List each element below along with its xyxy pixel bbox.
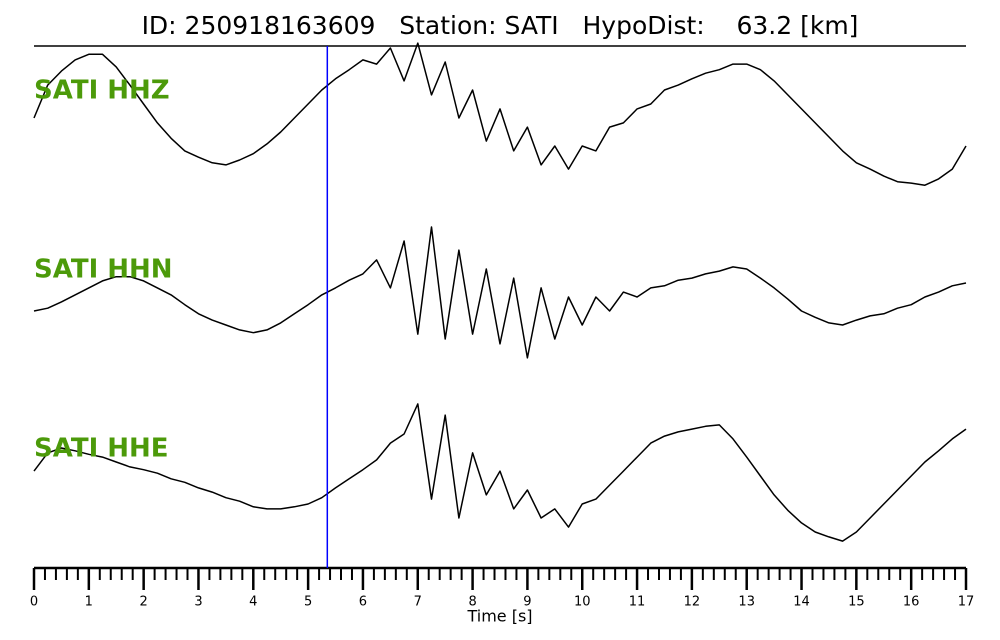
x-tick-label: 9	[523, 595, 531, 610]
x-tick-label: 8	[468, 595, 476, 610]
x-tick-label: 14	[793, 595, 810, 610]
trace-label: SATI HHN	[34, 255, 173, 285]
x-tick-label: 4	[249, 595, 257, 610]
x-tick-label: 17	[958, 595, 975, 610]
x-tick-label: 15	[848, 595, 865, 610]
x-tick-label: 7	[414, 595, 422, 610]
x-tick-label: 11	[629, 595, 646, 610]
x-tick-label: 10	[574, 595, 591, 610]
trace-label: SATI HHE	[34, 434, 169, 464]
x-tick-label: 0	[30, 595, 38, 610]
trace	[33, 42, 967, 186]
x-tick-label: 3	[194, 595, 202, 610]
chart-title: ID: 250918163609 Station: SATI HypoDist:…	[142, 11, 859, 40]
x-tick-label: 16	[903, 595, 920, 610]
x-tick-label: 13	[738, 595, 755, 610]
trace-label: SATI HHZ	[34, 76, 170, 106]
x-tick-label: 12	[684, 595, 701, 610]
trace	[33, 403, 967, 542]
x-tick-label: 6	[359, 595, 367, 610]
trace	[33, 226, 967, 359]
x-tick-label: 2	[140, 595, 148, 610]
x-axis-label: Time [s]	[466, 607, 532, 626]
x-tick-label: 5	[304, 595, 312, 610]
x-tick-label: 1	[85, 595, 93, 610]
